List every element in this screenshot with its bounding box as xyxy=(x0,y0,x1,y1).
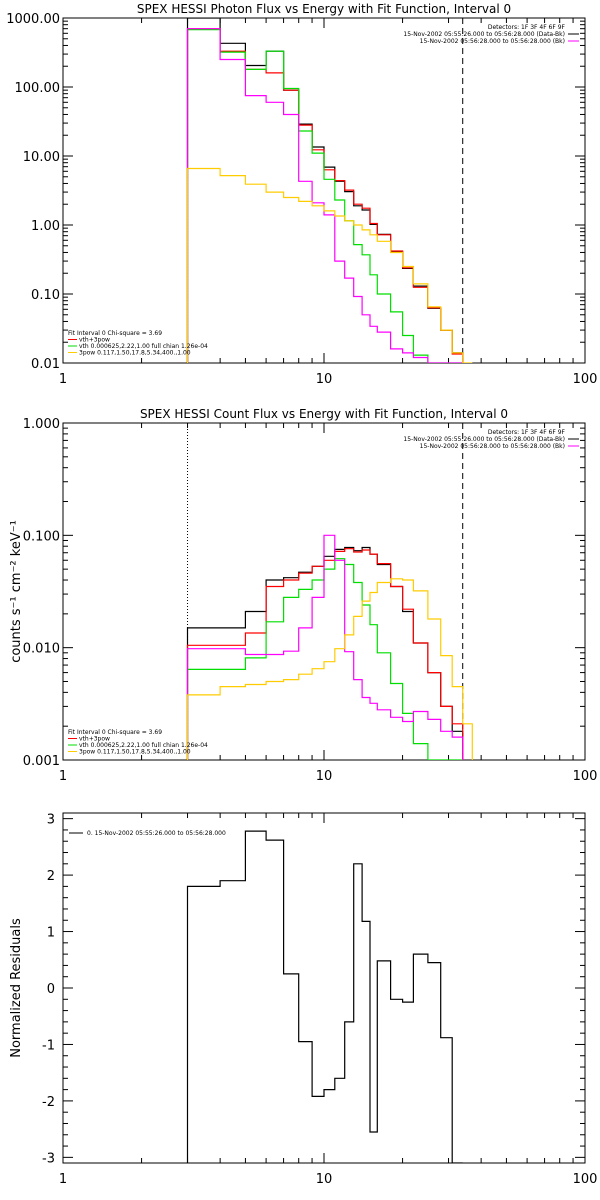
chart-title: SPEX HESSI Count Flux vs Energy with Fit… xyxy=(140,407,508,421)
series-line-1 xyxy=(186,18,464,363)
series-line-1 xyxy=(186,830,463,1163)
series-group xyxy=(186,830,463,1163)
y-tick-label: 0.010 xyxy=(23,642,60,657)
fit-legend-text: vth 0.000625,2.22,1.00 full chian 1.26e-… xyxy=(79,742,208,749)
y-tick-label: 1.00 xyxy=(31,219,60,234)
x-tick-label: 100 xyxy=(573,1172,598,1187)
plot-frame xyxy=(62,17,586,364)
legend-top-text: Detectors: 1F 3F 4F 6F 9F xyxy=(488,429,566,436)
fit-legend-text: Fit Interval 0 Chi-square = 3.69 xyxy=(68,729,162,736)
series-line-4 xyxy=(186,534,464,760)
plot-frame xyxy=(62,812,586,1164)
series-line-2 xyxy=(186,28,464,363)
fit-legend-text: 3pow 0.117,1.50,17.8,5.34,400.,1.00 xyxy=(79,350,191,357)
x-tick-label: 1 xyxy=(59,1172,67,1187)
fit-legend-text: Fit Interval 0 Chi-square = 3.69 xyxy=(68,330,162,337)
legend-top-text: 15-Nov-2002 05:55:26.000 to 05:56:28.000… xyxy=(403,436,565,443)
x-tick-label: 100 xyxy=(573,372,598,387)
series-line-1 xyxy=(186,546,464,760)
series-line-3 xyxy=(186,558,463,760)
y-tick-label: 1000.00 xyxy=(6,12,60,27)
y-tick-label: 0.100 xyxy=(23,529,60,544)
y-tick-label: -1 xyxy=(42,1038,55,1053)
series-line-4 xyxy=(186,28,463,363)
y-tick-label: 0 xyxy=(47,982,55,997)
y-axis-label: counts s⁻¹ cm⁻² keV⁻¹ xyxy=(9,520,24,663)
y-tick-label: 1 xyxy=(47,926,55,941)
y-axis-label: Normalized Residuals xyxy=(9,918,24,1058)
y-tick-label: -2 xyxy=(42,1095,55,1110)
y-tick-label: 0.01 xyxy=(31,357,60,372)
x-tick-label: 1 xyxy=(59,372,67,387)
x-tick-label: 10 xyxy=(316,372,333,387)
chart-1: SPEX HESSI Photon Flux vs Energy with Fi… xyxy=(6,2,597,387)
y-tick-label: 10.00 xyxy=(23,150,60,165)
y-tick-label: 0.10 xyxy=(31,288,60,303)
y-tick-label: 2 xyxy=(47,869,55,884)
x-tick-label: 1 xyxy=(59,769,67,784)
fit-legend-text: vth+3pow xyxy=(79,337,110,344)
y-tick-label: 0.001 xyxy=(23,754,60,769)
y-tick-label: 100.00 xyxy=(15,81,61,96)
series-group xyxy=(186,534,473,760)
y-tick-label: 1.000 xyxy=(23,417,60,432)
legend-top-text: 15-Nov-2002 05:56:28.000 to 05:56:28.000… xyxy=(420,443,565,450)
x-tick-label: 10 xyxy=(316,769,333,784)
x-tick-label: 10 xyxy=(316,1172,333,1187)
series-line-2 xyxy=(186,548,464,760)
fit-legend-text: vth+3pow xyxy=(79,736,110,743)
series-line-5 xyxy=(186,578,473,760)
legend-top-text: 15-Nov-2002 05:56:28.000 to 05:56:28.000… xyxy=(420,38,565,45)
series-line-3 xyxy=(186,29,463,363)
series-line-5 xyxy=(186,167,473,363)
y-tick-label: -3 xyxy=(42,1151,55,1166)
y-tick-label: 3 xyxy=(47,813,55,828)
legend-top-text: Detectors: 1F 3F 4F 6F 9F xyxy=(488,24,566,31)
series-group xyxy=(186,18,473,363)
legend-text: 0. 15-Nov-2002 05:55:26.000 to 05:56:28.… xyxy=(87,830,226,837)
legend-top-text: 15-Nov-2002 05:55:26.000 to 05:56:28.000… xyxy=(403,31,565,38)
chart-title: SPEX HESSI Photon Flux vs Energy with Fi… xyxy=(137,2,511,16)
chart-3: 1 10 100 -3 -2 -1 0 1 2 3 Normalized Residuals 0. 1… xyxy=(9,812,598,1187)
fit-legend-text: vth 0.000625,2.22,1.00 full chian 1.26e-… xyxy=(79,343,208,350)
chart-2: SPEX HESSI Count Flux vs Energy with Fit… xyxy=(9,407,597,784)
x-tick-label: 100 xyxy=(573,769,598,784)
fit-legend-text: 3pow 0.117,1.50,17.8,5.34,400.,1.00 xyxy=(79,749,191,756)
